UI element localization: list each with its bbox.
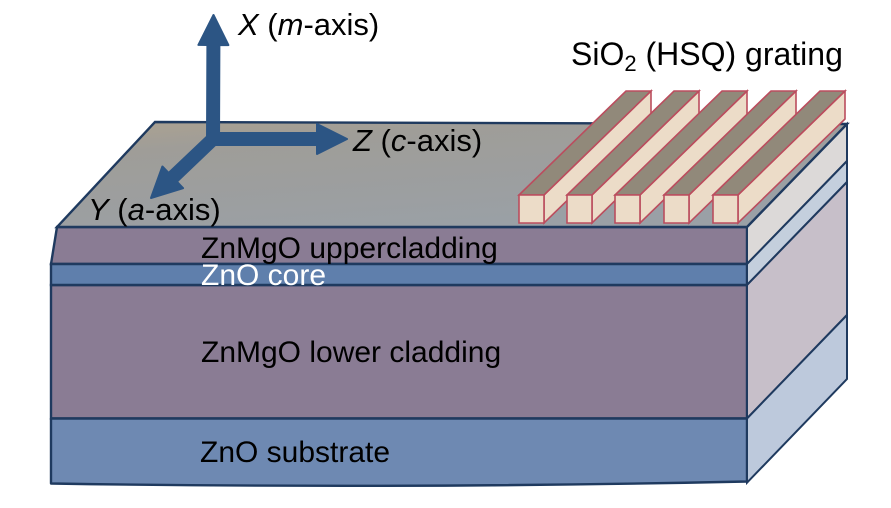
svg-text:SiO2 (HSQ) grating: SiO2 (HSQ) grating <box>571 36 843 76</box>
svg-text:ZnMgO lower cladding: ZnMgO lower cladding <box>201 336 501 369</box>
svg-text:Y (a-axis): Y (a-axis) <box>88 192 221 227</box>
svg-text:Z (c-axis): Z (c-axis) <box>352 123 482 158</box>
svg-text:ZnO substrate: ZnO substrate <box>200 436 390 469</box>
svg-text:ZnO core: ZnO core <box>201 259 326 292</box>
svg-text:X (m-axis): X (m-axis) <box>237 7 379 42</box>
